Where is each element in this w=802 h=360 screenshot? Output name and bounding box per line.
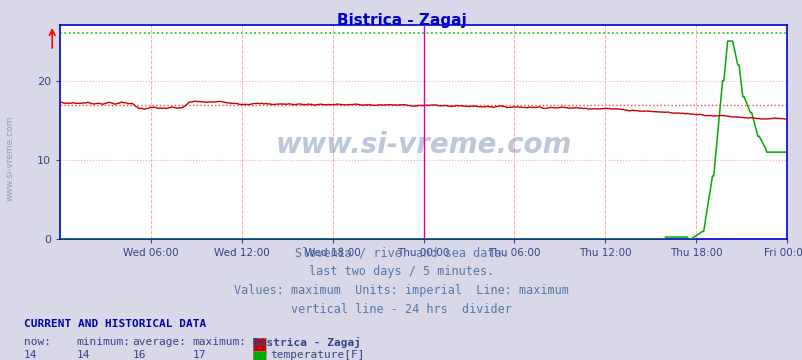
Text: minimum:: minimum: <box>76 337 130 347</box>
Text: maximum:: maximum: <box>192 337 246 347</box>
Text: Bistrica - Zagaj: Bistrica - Zagaj <box>336 13 466 28</box>
Text: temperature[F]: temperature[F] <box>270 350 365 360</box>
Text: Slovenia / river and sea data.: Slovenia / river and sea data. <box>294 247 508 260</box>
Text: www.si-vreme.com: www.si-vreme.com <box>6 116 15 201</box>
Text: www.si-vreme.com: www.si-vreme.com <box>275 131 571 159</box>
Text: now:: now: <box>24 337 51 347</box>
Text: last two days / 5 minutes.: last two days / 5 minutes. <box>309 265 493 278</box>
Text: average:: average: <box>132 337 186 347</box>
Text: 16: 16 <box>132 350 146 360</box>
Text: 14: 14 <box>76 350 90 360</box>
Text: vertical line - 24 hrs  divider: vertical line - 24 hrs divider <box>290 303 512 316</box>
Text: 17: 17 <box>192 350 206 360</box>
Text: 14: 14 <box>24 350 38 360</box>
Text: Values: maximum  Units: imperial  Line: maximum: Values: maximum Units: imperial Line: ma… <box>233 284 569 297</box>
Text: Bistrica - Zagaj: Bistrica - Zagaj <box>253 337 360 348</box>
Text: CURRENT AND HISTORICAL DATA: CURRENT AND HISTORICAL DATA <box>24 319 206 329</box>
